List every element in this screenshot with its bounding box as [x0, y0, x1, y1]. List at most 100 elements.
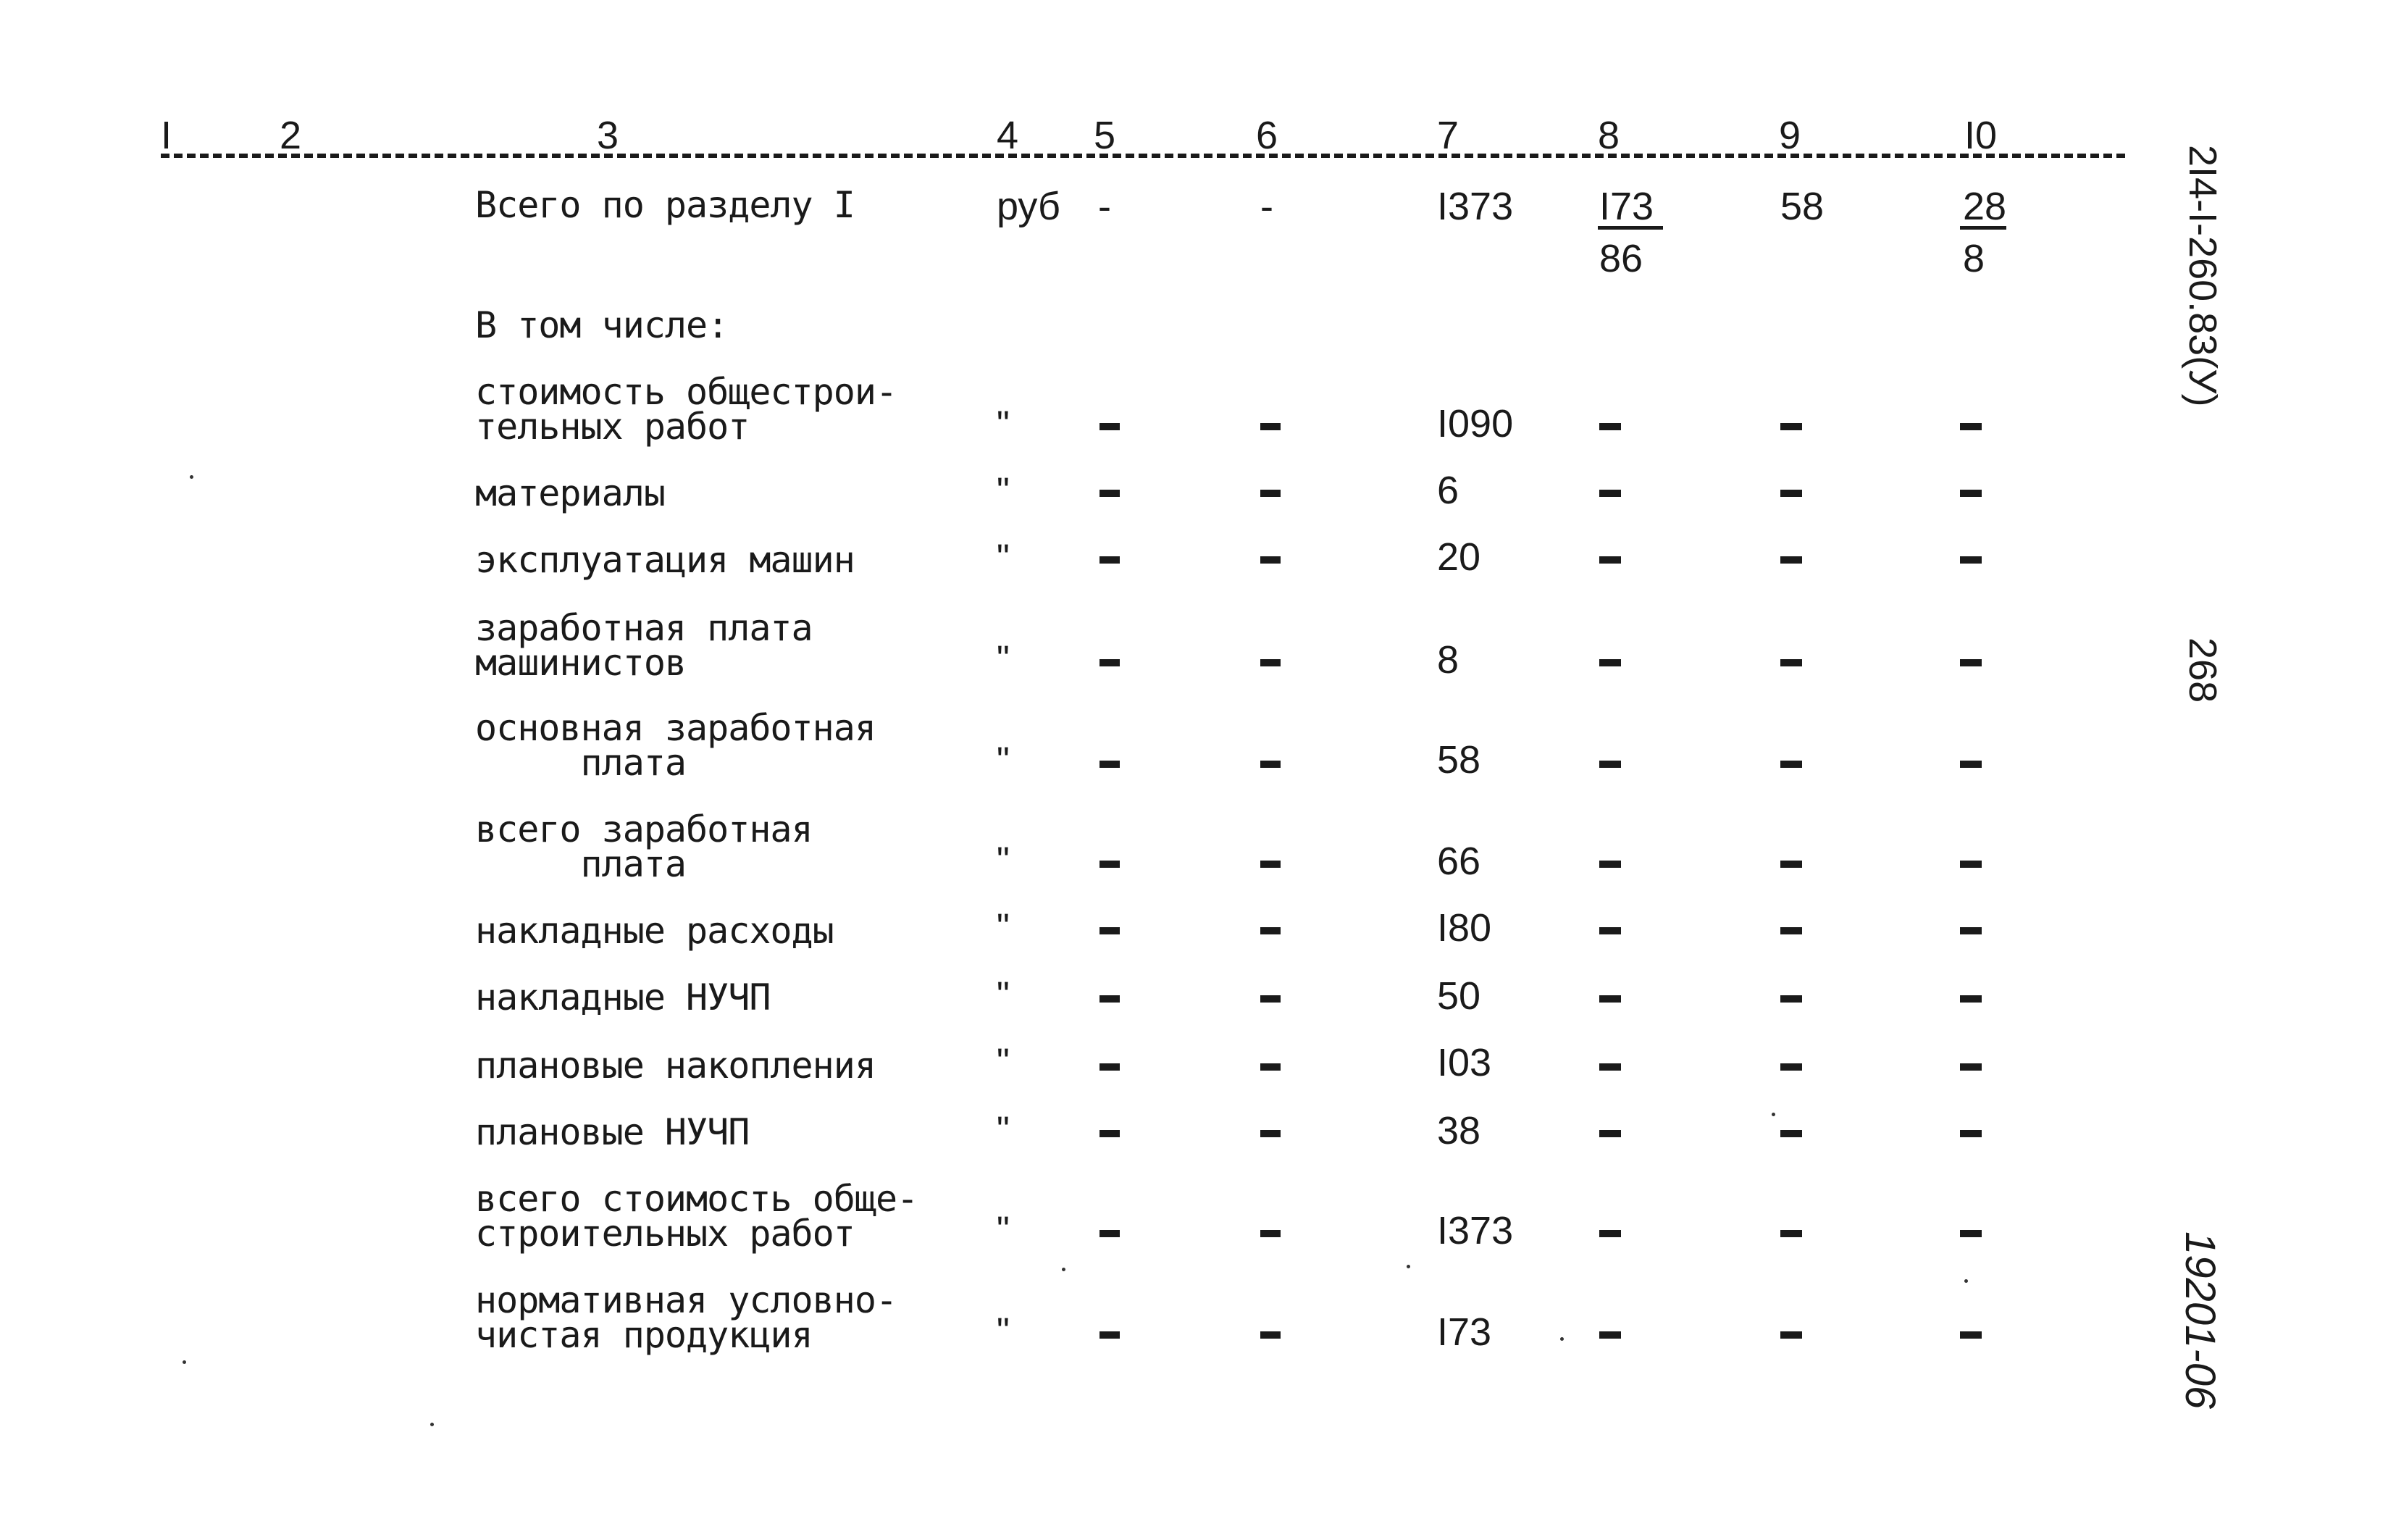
col-header-8: 8: [1598, 114, 1620, 157]
row-col8-dash: [1599, 490, 1621, 497]
row-col5-dash: [1099, 556, 1120, 564]
row-label-line2: машинистов: [475, 642, 687, 684]
row-label-line1: эксплуатация машин: [475, 539, 855, 581]
row-col7-value: 38: [1437, 1109, 1481, 1152]
row-col10-dash: [1960, 1331, 1982, 1339]
page-number: 268: [2181, 637, 2224, 703]
row-col10-dash: [1960, 556, 1982, 564]
row-col7-value: I373: [1437, 1209, 1514, 1252]
row-col6-dash: [1260, 1331, 1281, 1339]
row-col5-dash: [1099, 1130, 1120, 1137]
row-col7-value: 6: [1437, 469, 1459, 512]
row-unit-ditto: ": [997, 740, 1010, 780]
row-col8-dash: [1599, 659, 1621, 666]
total-col5: -: [1098, 185, 1111, 228]
scan-speck: [430, 1423, 434, 1426]
row-label-line1: накладные НУЧП: [475, 976, 771, 1018]
total-unit: руб: [997, 185, 1060, 228]
row-col9-dash: [1780, 1331, 1802, 1339]
row-unit-ditto: ": [997, 537, 1010, 577]
row-col6-dash: [1260, 761, 1281, 768]
row-col5-dash: [1099, 861, 1120, 868]
col-header-5: 5: [1094, 114, 1116, 157]
row-unit-ditto: ": [997, 1310, 1010, 1351]
total-label: Всего по разделу I: [475, 184, 855, 226]
row-col7-value: 8: [1437, 638, 1459, 682]
row-label-line1: всего заработная: [475, 808, 813, 850]
row-col8-dash: [1599, 861, 1621, 868]
row-col9-dash: [1780, 1230, 1802, 1237]
archive-number: 19201-06: [2177, 1231, 2224, 1410]
document-code: 2I4-I-260.83(У): [2181, 145, 2224, 407]
row-col8-dash: [1599, 995, 1621, 1003]
row-col8-dash: [1599, 1130, 1621, 1137]
subheading-in-total: В том числе:: [475, 304, 729, 346]
row-col7-value: I090: [1437, 402, 1514, 445]
col-header-1: I: [161, 114, 172, 157]
header-divider: [161, 154, 2125, 158]
row-label-line1: основная заработная: [475, 707, 876, 749]
row-unit-ditto: ": [997, 1109, 1010, 1150]
row-col6-dash: [1260, 1063, 1281, 1071]
row-col6-dash: [1260, 927, 1281, 934]
row-col5-dash: [1099, 659, 1120, 666]
row-unit-ditto: ": [997, 974, 1010, 1015]
col-header-10: I0: [1964, 114, 1998, 157]
row-label-line1: заработная плата: [475, 607, 813, 649]
row-col9-dash: [1780, 995, 1802, 1003]
row-label-line1: нормативная условно-: [475, 1279, 897, 1321]
row-unit-ditto: ": [997, 470, 1010, 511]
row-col9-dash: [1780, 1130, 1802, 1137]
total-col9: 58: [1780, 185, 1825, 228]
total-col6: -: [1260, 185, 1273, 228]
row-col8-dash: [1599, 423, 1621, 430]
row-col5-dash: [1099, 927, 1120, 934]
total-col10-numerator: 28: [1963, 185, 2007, 228]
row-col7-value: 50: [1437, 974, 1481, 1018]
scan-speck: [183, 1360, 186, 1364]
row-col10-dash: [1960, 1063, 1982, 1071]
row-col10-dash: [1960, 761, 1982, 768]
row-col9-dash: [1780, 490, 1802, 497]
scan-speck: [1964, 1279, 1968, 1283]
scan-speck: [1772, 1113, 1775, 1116]
row-col5-dash: [1099, 761, 1120, 768]
scan-speck: [1407, 1265, 1410, 1268]
row-col6-dash: [1260, 490, 1281, 497]
total-col10-fraction-bar: [1960, 226, 2006, 230]
scan-speck: [1062, 1268, 1065, 1271]
row-col5-dash: [1099, 995, 1120, 1003]
col-header-9: 9: [1779, 114, 1801, 157]
total-col8-denominator: 86: [1599, 237, 1643, 280]
row-label-line1: материалы: [475, 472, 666, 514]
total-col8-numerator: I73: [1599, 185, 1654, 228]
row-col6-dash: [1260, 861, 1281, 868]
row-col5-dash: [1099, 1230, 1120, 1237]
row-col8-dash: [1599, 1331, 1621, 1339]
row-label-line1: плановые НУЧП: [475, 1111, 750, 1153]
row-label-line2: чистая продукция: [475, 1314, 813, 1356]
row-unit-ditto: ": [997, 840, 1010, 880]
total-col7: I373: [1437, 185, 1514, 228]
row-col9-dash: [1780, 761, 1802, 768]
row-col10-dash: [1960, 423, 1982, 430]
row-col6-dash: [1260, 556, 1281, 564]
row-col6-dash: [1260, 423, 1281, 430]
row-unit-ditto: ": [997, 638, 1010, 679]
scan-speck: [190, 475, 193, 479]
row-col10-dash: [1960, 927, 1982, 934]
row-col10-dash: [1960, 490, 1982, 497]
row-col8-dash: [1599, 1063, 1621, 1071]
row-col10-dash: [1960, 995, 1982, 1003]
row-col7-value: I03: [1437, 1041, 1492, 1084]
row-col8-dash: [1599, 761, 1621, 768]
row-col7-value: 58: [1437, 738, 1481, 782]
row-unit-ditto: ": [997, 906, 1010, 947]
row-col10-dash: [1960, 659, 1982, 666]
row-label-line1: стоимость общестрои-: [475, 371, 897, 413]
row-col10-dash: [1960, 1230, 1982, 1237]
row-label-line2: строительных работ: [475, 1213, 855, 1255]
row-label-line1: всего стоимость обще-: [475, 1178, 918, 1220]
row-col6-dash: [1260, 659, 1281, 666]
row-label-line1: плановые накопления: [475, 1045, 876, 1087]
